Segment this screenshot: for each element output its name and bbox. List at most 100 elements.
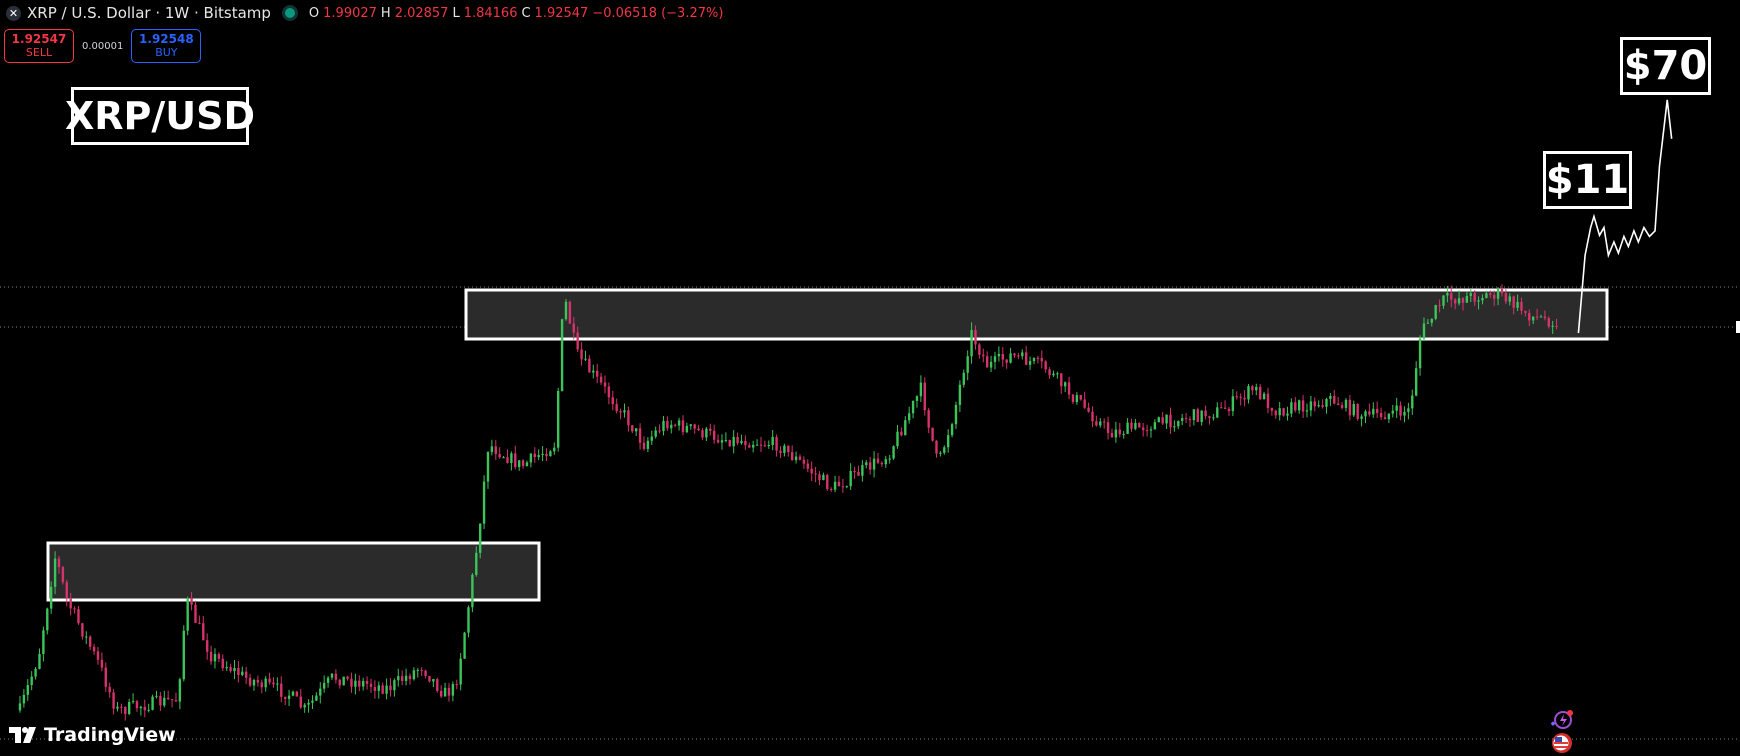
candle-body [619, 411, 622, 413]
candle-body [1106, 422, 1110, 433]
candle-body [826, 474, 829, 489]
buy-button[interactable]: 1.92548 BUY [131, 29, 202, 63]
support-zone-lower[interactable] [46, 541, 541, 602]
candle-body [53, 558, 57, 587]
symbol-header: ✕ XRP / U.S. Dollar · 1W · Bitstamp O 1.9… [6, 4, 723, 22]
resistance-zone-upper[interactable] [464, 288, 1609, 341]
candle-body [716, 439, 720, 443]
symbol-title[interactable]: XRP / U.S. Dollar · 1W · Bitstamp [27, 4, 271, 22]
candle-body [1317, 405, 1320, 407]
candle-body [299, 696, 302, 708]
candle-body [1028, 361, 1032, 365]
candle-body [1247, 386, 1250, 400]
candle-body [241, 671, 244, 676]
candle-body [1208, 416, 1211, 418]
us-flag-icon[interactable] [1549, 732, 1577, 754]
candle-body [1473, 293, 1476, 302]
candle-body [147, 709, 150, 711]
high-value: 2.02857 [394, 5, 449, 21]
candle-body [1321, 405, 1324, 407]
candle-body [744, 440, 747, 446]
candle-body [966, 356, 969, 373]
candle-body [1239, 396, 1242, 398]
projection-path[interactable] [1577, 99, 1673, 334]
candle-body [1383, 417, 1387, 420]
candle-body [69, 598, 72, 609]
candle-body [1056, 373, 1059, 375]
candle-body [1005, 359, 1008, 363]
candle-body [1313, 401, 1316, 407]
candle-body [280, 683, 283, 697]
candle-body [1024, 352, 1028, 365]
candle-body [1492, 294, 1496, 299]
candle-body [490, 446, 494, 453]
candle-body [529, 453, 533, 463]
candle-body [1188, 418, 1192, 421]
candle-body [26, 685, 29, 695]
candle-body [1305, 410, 1309, 412]
candle-body [767, 444, 770, 446]
candle-body [946, 435, 950, 448]
candle-body [18, 703, 22, 711]
target-2-annotation[interactable]: $70 [1620, 37, 1711, 95]
candle-body [588, 358, 591, 373]
candle-body [186, 598, 189, 631]
candle-body [685, 425, 689, 433]
candle-body [1372, 408, 1375, 415]
pair-annotation[interactable]: XRP/USD [65, 87, 255, 145]
candle-body [634, 428, 638, 432]
candle-body [85, 636, 88, 638]
candle-body [432, 679, 435, 682]
candle-body [857, 472, 860, 476]
candle-body [541, 453, 544, 456]
candle-body [1453, 299, 1457, 304]
candle-body [845, 486, 848, 488]
candle-body [794, 456, 798, 461]
tradingview-logo[interactable]: TradingView [9, 724, 176, 746]
candle-body [202, 623, 205, 641]
candle-body [763, 445, 767, 447]
candle-body [1052, 373, 1055, 376]
candle-body [1547, 318, 1550, 327]
candle-body [1512, 296, 1515, 308]
sell-button[interactable]: 1.92547 SELL [4, 29, 74, 63]
candle-body [194, 604, 197, 623]
candle-body [1348, 399, 1352, 416]
ai-spark-icon[interactable] [1547, 708, 1577, 732]
target-1-annotation[interactable]: $11 [1543, 151, 1632, 209]
candle-body [38, 654, 41, 669]
candle-body [34, 668, 37, 677]
candle-body [631, 425, 634, 432]
candle-body [783, 445, 786, 453]
candle-body [159, 695, 162, 706]
candle-body [57, 558, 61, 568]
candle-body [381, 685, 384, 694]
candle-body [798, 456, 802, 460]
candle-body [1504, 293, 1508, 302]
candle-body [1399, 405, 1402, 416]
candle-body [779, 450, 782, 453]
candle-body [463, 632, 466, 659]
candle-body [658, 430, 661, 432]
market-status-icon[interactable] [284, 8, 295, 18]
candle-body [307, 702, 310, 705]
candle-body [974, 330, 977, 345]
candle-body [603, 382, 607, 387]
candle-body [127, 701, 131, 714]
candle-body [985, 356, 989, 368]
candle-body [1141, 427, 1145, 431]
low-value: 1.84166 [463, 5, 518, 21]
candle-body [970, 330, 973, 357]
trade-panel: 1.92547 SELL 0.00001 1.92548 BUY [4, 29, 202, 63]
close-icon[interactable]: ✕ [6, 5, 21, 21]
candle-body [1067, 382, 1071, 395]
candle-body [1426, 322, 1430, 324]
candle-body [1048, 369, 1051, 376]
candle-body [931, 427, 934, 441]
candle-body [139, 706, 143, 709]
candle-body [911, 400, 915, 414]
candle-body [252, 680, 256, 686]
candle-body [170, 699, 174, 701]
candle-body [1083, 399, 1086, 408]
